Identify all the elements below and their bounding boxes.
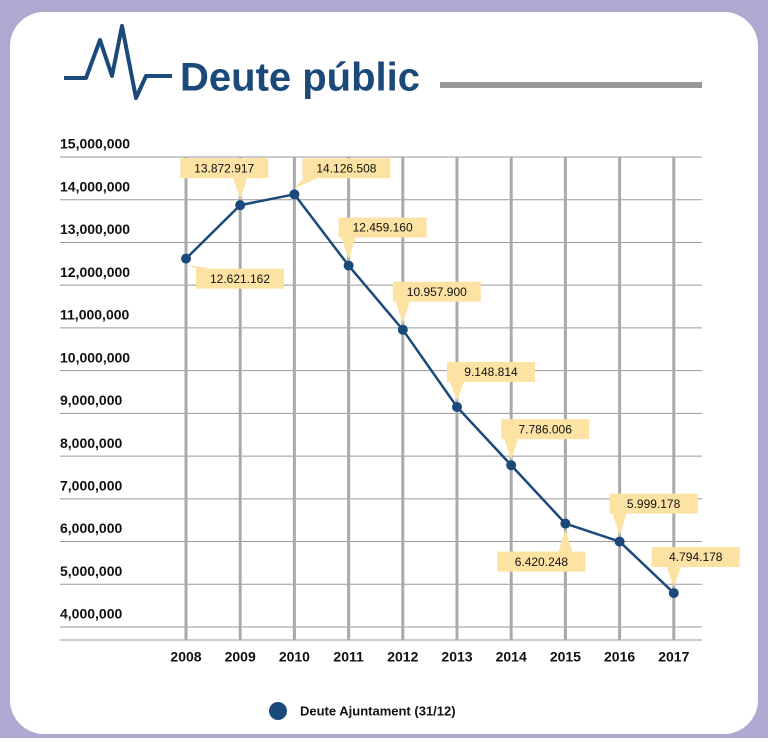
data-label: 10.957.900	[407, 285, 467, 299]
y-tick-label: 12,000,000	[60, 264, 130, 280]
data-label: 9.148.814	[464, 365, 518, 379]
x-tick-label: 2017	[658, 649, 689, 665]
series-line	[185, 192, 675, 594]
data-label: 12.459.160	[353, 221, 413, 235]
point	[235, 200, 246, 211]
label-pointer	[341, 237, 356, 260]
y-tick-label: 9,000,000	[60, 392, 122, 408]
label-box	[501, 419, 590, 440]
label-pointer	[395, 301, 410, 324]
point	[614, 536, 625, 547]
data-label: 14.126.508	[316, 161, 376, 175]
label-pointer	[186, 264, 211, 269]
y-tick-label: 15,000,000	[60, 136, 130, 152]
x-tick-label: 2013	[441, 649, 472, 665]
label-box	[447, 362, 535, 383]
label-pointer	[666, 567, 681, 588]
x-tick-label: 2014	[496, 649, 527, 665]
data-label: 6.420.248	[515, 555, 569, 569]
label-pointer	[504, 439, 519, 460]
data-label: 5.999.178	[627, 497, 681, 511]
label-pointer	[233, 178, 248, 200]
x-tick-label: 2009	[225, 649, 256, 665]
x-tick-label: 2015	[550, 649, 581, 665]
label-box	[302, 158, 391, 179]
point	[181, 253, 191, 264]
data-label: 12.621.162	[210, 272, 270, 286]
chart-title: Deute públic	[180, 56, 420, 100]
data-label: 13.872.917	[194, 161, 254, 175]
panel	[10, 12, 758, 734]
label-pointer	[612, 513, 627, 536]
x-tick-label: 2010	[279, 649, 310, 665]
point	[397, 324, 408, 335]
pulse-icon	[64, 24, 172, 100]
y-tick-label: 4,000,000	[60, 606, 122, 622]
y-tick-label: 11,000,000	[60, 307, 130, 323]
point	[343, 260, 354, 271]
y-tick-label: 10,000,000	[60, 349, 130, 365]
label-box	[497, 551, 586, 572]
label-pointer	[450, 382, 464, 402]
y-tick-label: 6,000,000	[60, 520, 122, 536]
point	[289, 189, 300, 200]
x-tick-label: 2012	[387, 649, 418, 665]
point	[668, 588, 679, 599]
label-box	[338, 217, 427, 238]
x-tick-label: 2016	[604, 649, 635, 665]
point	[506, 460, 517, 471]
title-rule	[440, 82, 702, 88]
point	[560, 518, 571, 529]
label-pointer	[294, 178, 318, 189]
y-tick-label: 14,000,000	[60, 178, 130, 194]
y-tick-label: 8,000,000	[60, 435, 122, 451]
y-tick-label: 13,000,000	[60, 221, 130, 237]
y-tick-label: 5,000,000	[60, 563, 122, 579]
label-pointer	[558, 529, 573, 552]
label-box	[392, 281, 481, 302]
y-tick-label: 7,000,000	[60, 478, 122, 494]
x-tick-label: 2011	[333, 649, 364, 665]
label-box	[180, 158, 269, 179]
data-label: 4.794.178	[669, 550, 723, 564]
label-box	[651, 547, 740, 568]
label-box	[609, 493, 698, 514]
x-tick-label: 2008	[170, 649, 201, 665]
legend-swatch	[269, 702, 287, 720]
label-box	[196, 268, 284, 289]
data-label: 7.786.006	[519, 422, 573, 436]
point	[452, 402, 462, 413]
legend-label: Deute Ajuntament (31/12)	[300, 703, 456, 718]
